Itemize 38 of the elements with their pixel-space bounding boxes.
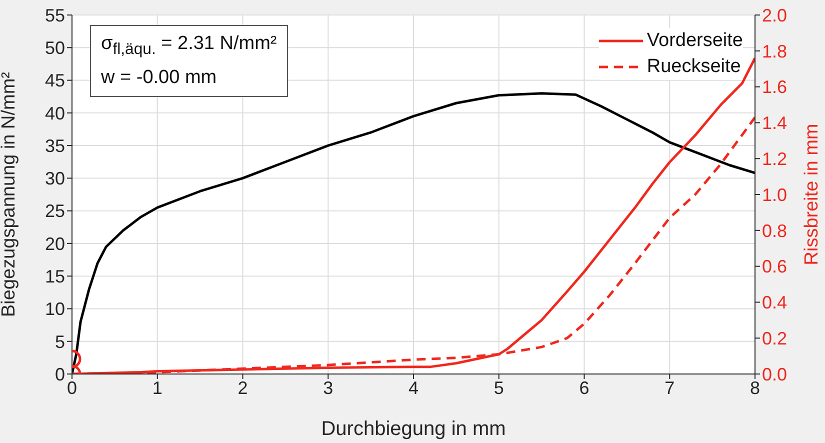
y2-tick-label: 0.2 xyxy=(762,328,788,348)
y2-tick-label: 1.8 xyxy=(762,41,788,62)
y-tick-label: 45 xyxy=(44,70,65,91)
y-tick-label: 30 xyxy=(44,168,65,189)
x-tick-label: 6 xyxy=(579,378,590,398)
x-tick-label: 2 xyxy=(238,378,248,398)
y2-tick-label: 1.4 xyxy=(762,113,788,134)
y2-tick-label: 1.2 xyxy=(762,148,788,169)
y-axis-title: Biegezugspannung in N/mm² xyxy=(0,72,20,318)
x-tick-label: 8 xyxy=(750,378,760,398)
y2-tick-label: 1.0 xyxy=(762,184,788,205)
y2-tick-label: 0.4 xyxy=(762,292,788,313)
x-tick-label: 1 xyxy=(152,378,162,398)
y-tick-label: 10 xyxy=(44,299,65,320)
legend-label: Vorderseite xyxy=(646,29,743,53)
y2-tick-label: 1.6 xyxy=(762,77,788,98)
x-tick-label: 4 xyxy=(408,378,419,398)
annotation: w = -0.00 mm xyxy=(101,66,218,90)
x-tick-label: 5 xyxy=(494,378,504,398)
legend-label: Rueckseite xyxy=(646,55,741,79)
annotation: σ$_{fl,äqu.}$ = 2.31 N/mm² xyxy=(101,32,277,60)
y-tick-label: 20 xyxy=(44,234,65,254)
y2-axis-title: Rissbreite in mm xyxy=(802,124,823,266)
y2-tick-label: 2.0 xyxy=(762,5,788,26)
y-tick-label: 15 xyxy=(44,266,65,286)
y2-tick-label: 0.8 xyxy=(762,220,788,241)
y2-tick-label: 0.0 xyxy=(762,364,788,384)
y-tick-label: 35 xyxy=(44,136,65,156)
x-tick-label: 3 xyxy=(323,378,334,398)
y-tick-label: 50 xyxy=(44,38,65,58)
y-tick-label: 5 xyxy=(54,332,65,352)
x-tick-label: 7 xyxy=(664,378,675,398)
x-axis-title: Durchbiegung in mm xyxy=(321,418,506,440)
y-tick-label: 55 xyxy=(44,5,65,26)
y-tick-label: 40 xyxy=(44,103,65,124)
y-tick-label: 0 xyxy=(54,364,65,384)
y2-tick-label: 0.6 xyxy=(762,256,788,277)
y-tick-label: 25 xyxy=(44,201,65,222)
